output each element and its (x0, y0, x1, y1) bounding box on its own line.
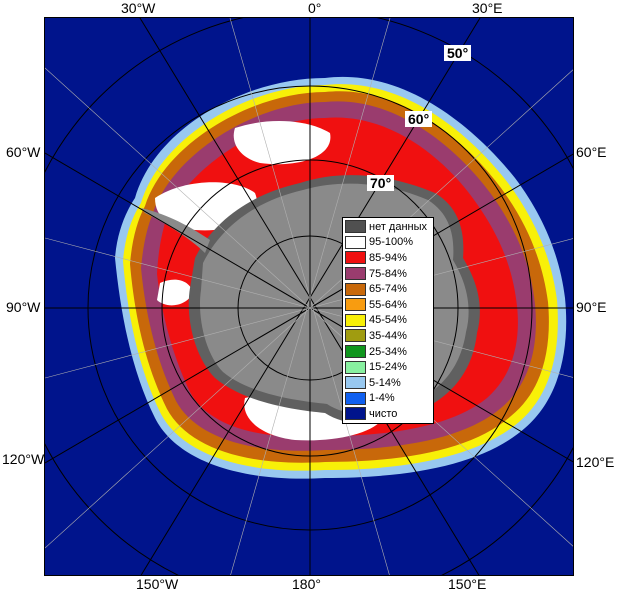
polar-map (45, 18, 573, 575)
legend-swatch (345, 313, 366, 327)
lon-label-right-3: 120°E (576, 454, 615, 470)
legend-item: 65-74% (345, 281, 431, 297)
lat-label-50: 50° (444, 45, 472, 61)
legend-swatch (345, 407, 366, 421)
meridian-165 (230, 18, 391, 575)
legend-swatch (345, 391, 366, 405)
legend-swatch (345, 251, 366, 265)
legend-swatch (345, 235, 366, 249)
legend-label: 75-84% (369, 267, 407, 280)
legend-item: 1-4% (345, 391, 431, 407)
lon-label-bottom-1: 150°W (136, 576, 179, 592)
legend-item: 15-24% (345, 359, 431, 375)
legend-swatch (345, 376, 366, 390)
legend-label: 55-64% (369, 298, 407, 311)
lon-label-right-2: 90°E (576, 299, 607, 315)
legend-swatch (345, 267, 366, 281)
ice-patch-white-2 (233, 121, 331, 165)
minor-meridians (45, 18, 573, 575)
ice-patch-white-4 (157, 279, 193, 306)
legend-item: 55-64% (345, 297, 431, 313)
map-frame (44, 17, 574, 576)
legend-item: 35-44% (345, 328, 431, 344)
legend-swatch (345, 345, 366, 359)
legend-swatch (345, 220, 366, 234)
legend-label: 85-94% (369, 251, 407, 264)
legend-item: нет данных (345, 219, 431, 235)
lon-label-left-2: 90°W (6, 299, 41, 315)
legend-item: чисто (345, 406, 431, 422)
meridian-135 (45, 69, 573, 549)
legend-swatch (345, 360, 366, 374)
legend-item: 45-54% (345, 313, 431, 329)
lon-label-top-2: 0° (308, 0, 322, 16)
lon-label-bottom-3: 150°E (448, 576, 487, 592)
lon-label-top-1: 30°W (121, 0, 156, 16)
legend: нет данных 95-100% 85-94% 75-84% 65-74% 55-64… (342, 217, 434, 424)
legend-label: 95-100% (369, 236, 414, 249)
legend-swatch (345, 329, 366, 343)
legend-item: 85-94% (345, 250, 431, 266)
legend-item: 5-14% (345, 375, 431, 391)
legend-label: 15-24% (369, 361, 407, 374)
legend-label: чисто (369, 407, 398, 420)
legend-swatch (345, 298, 366, 312)
lon-label-right-1: 60°E (576, 144, 607, 160)
legend-label: 65-74% (369, 283, 407, 296)
lon-label-left-1: 60°W (6, 144, 41, 160)
lon-label-bottom-2: 180° (292, 576, 321, 592)
legend-item: 75-84% (345, 266, 431, 282)
legend-label: 1-4% (369, 392, 395, 405)
legend-label: нет данных (369, 220, 428, 233)
lat-label-60: 60° (405, 111, 433, 127)
legend-label: 5-14% (369, 376, 401, 389)
legend-item: 25-34% (345, 344, 431, 360)
lon-label-left-3: 120°W (2, 451, 45, 467)
legend-item: 95-100% (345, 235, 431, 251)
lat-label-70: 70° (367, 175, 395, 191)
legend-label: 25-34% (369, 345, 407, 358)
legend-label: 45-54% (369, 314, 407, 327)
lon-label-top-3: 30°E (472, 0, 503, 16)
legend-swatch (345, 282, 366, 296)
legend-label: 35-44% (369, 329, 407, 342)
